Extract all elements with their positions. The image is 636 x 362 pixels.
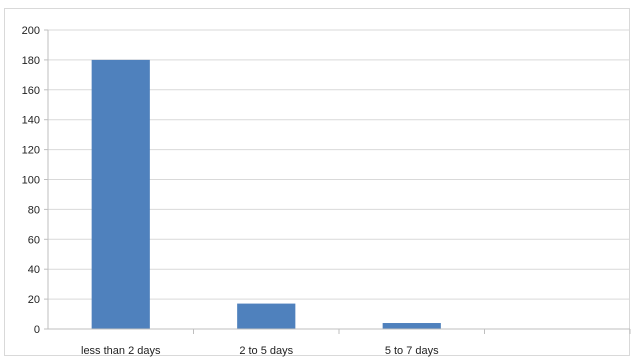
x-tick-label-0: less than 2 days [81,345,161,357]
y-tick-label-80: 80 [28,204,40,216]
x-tick-labels: less than 2 days 2 to 5 days 5 to 7 days [81,345,439,357]
y-tick-labels: 0 20 40 60 80 100 120 140 160 180 200 [22,25,40,336]
y-tick-label-140: 140 [22,115,40,127]
axes [44,29,631,334]
bars [91,59,441,330]
y-tick-label-60: 60 [28,234,40,246]
y-tick-label-160: 160 [22,85,40,97]
bar-1 [237,303,296,329]
y-tick-label-120: 120 [22,145,40,157]
x-tick-label-2: 5 to 7 days [385,345,439,357]
y-tick-label-180: 180 [22,55,40,67]
bar-2 [382,323,441,329]
y-tick-label-40: 40 [28,264,40,276]
y-tick-label-200: 200 [22,25,40,37]
y-tick-label-20: 20 [28,294,40,306]
y-tick-label-100: 100 [22,175,40,187]
y-tick-label-0: 0 [34,324,40,336]
bar-0 [91,59,150,330]
x-tick-label-1: 2 to 5 days [239,345,293,357]
